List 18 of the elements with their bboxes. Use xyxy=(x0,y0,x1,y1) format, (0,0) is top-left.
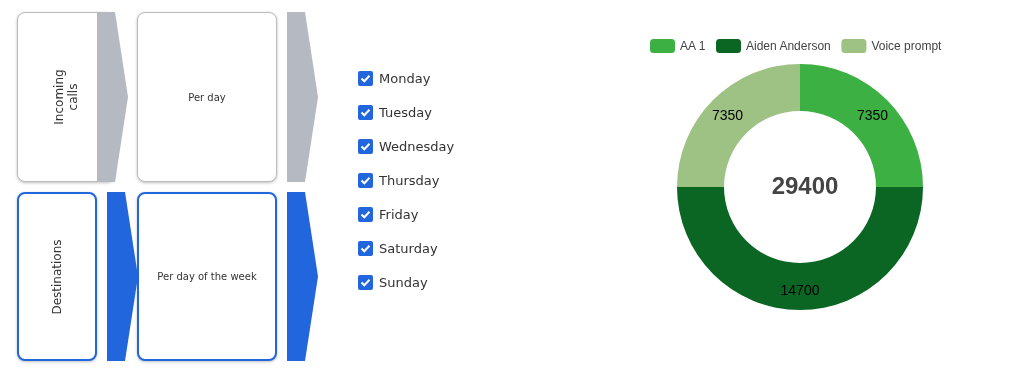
data-label: 14700 xyxy=(780,281,820,298)
text: Friday xyxy=(379,207,419,222)
text: Monday xyxy=(379,71,431,86)
text: Wednesday xyxy=(379,139,455,154)
data-label: 7350 xyxy=(711,106,744,123)
text: Thursday xyxy=(379,173,440,188)
text: 29400 xyxy=(771,171,839,199)
text: Saturday xyxy=(379,241,438,256)
text: Tuesday xyxy=(379,105,432,120)
text: Sunday xyxy=(379,275,428,290)
text: Destinations xyxy=(50,238,64,315)
legend-label: Voice prompt xyxy=(871,39,943,53)
text: Incoming calls xyxy=(52,68,80,127)
legend-label: Aiden Anderson xyxy=(746,39,831,53)
text: Per day xyxy=(188,91,226,103)
data-label: 7350 xyxy=(856,106,889,123)
legend-label: AA 1 xyxy=(680,39,706,53)
text: Per day of the week xyxy=(157,271,257,282)
